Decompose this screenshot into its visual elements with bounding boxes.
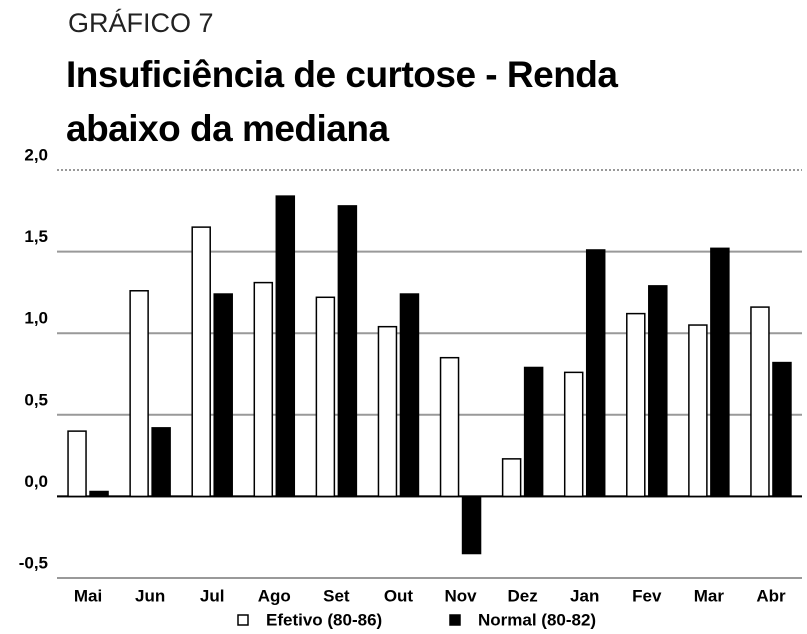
bar <box>315 296 336 498</box>
bar <box>129 290 149 498</box>
legend-label: Efetivo (80-86) <box>266 610 382 629</box>
x-tick-label: Jul <box>200 586 225 605</box>
legend-label: Normal (80-82) <box>478 610 596 629</box>
y-tick-label: 2,0 <box>24 145 48 164</box>
x-tick-label: Ago <box>258 586 291 605</box>
x-tick-label: Mai <box>74 586 102 605</box>
bar <box>626 312 646 498</box>
bar <box>501 458 522 498</box>
bar <box>399 293 420 498</box>
x-tick-label: Jun <box>135 586 165 605</box>
bar <box>151 427 171 498</box>
chart-title: Insuficiência de curtose - Renda abaixo … <box>66 54 618 149</box>
y-tick-label: 1,0 <box>24 309 48 328</box>
y-tick-label: -0,5 <box>19 553 48 572</box>
bar <box>377 325 398 498</box>
bar <box>213 293 233 498</box>
bar <box>191 226 211 498</box>
legend-swatch <box>449 614 461 626</box>
bar <box>275 195 296 498</box>
bar <box>710 247 730 498</box>
bar <box>89 490 109 498</box>
bar <box>563 371 584 498</box>
bar <box>461 495 482 555</box>
bar <box>337 205 358 498</box>
bar <box>750 306 770 498</box>
x-tick-label: Abr <box>756 586 786 605</box>
x-tick-label: Set <box>323 586 350 605</box>
bar <box>67 430 87 498</box>
bar <box>648 285 668 498</box>
x-tick-label: Nov <box>444 586 477 605</box>
y-tick-label: 0,0 <box>24 472 48 491</box>
x-tick-label: Out <box>384 586 414 605</box>
bar <box>253 281 274 498</box>
bar <box>688 324 708 498</box>
y-tick-label: 1,5 <box>24 227 48 246</box>
bar <box>585 249 606 498</box>
x-tick-label: Dez <box>508 586 538 605</box>
bar <box>439 356 460 498</box>
x-tick-label: Fev <box>632 586 662 605</box>
y-tick-label: 0,5 <box>24 390 48 409</box>
x-tick-label: Jan <box>570 586 599 605</box>
supertitle: GRÁFICO 7 <box>68 8 214 38</box>
legend-swatch <box>237 614 249 626</box>
x-tick-label: Mar <box>694 586 725 605</box>
bar <box>772 361 792 498</box>
bar <box>523 366 544 498</box>
